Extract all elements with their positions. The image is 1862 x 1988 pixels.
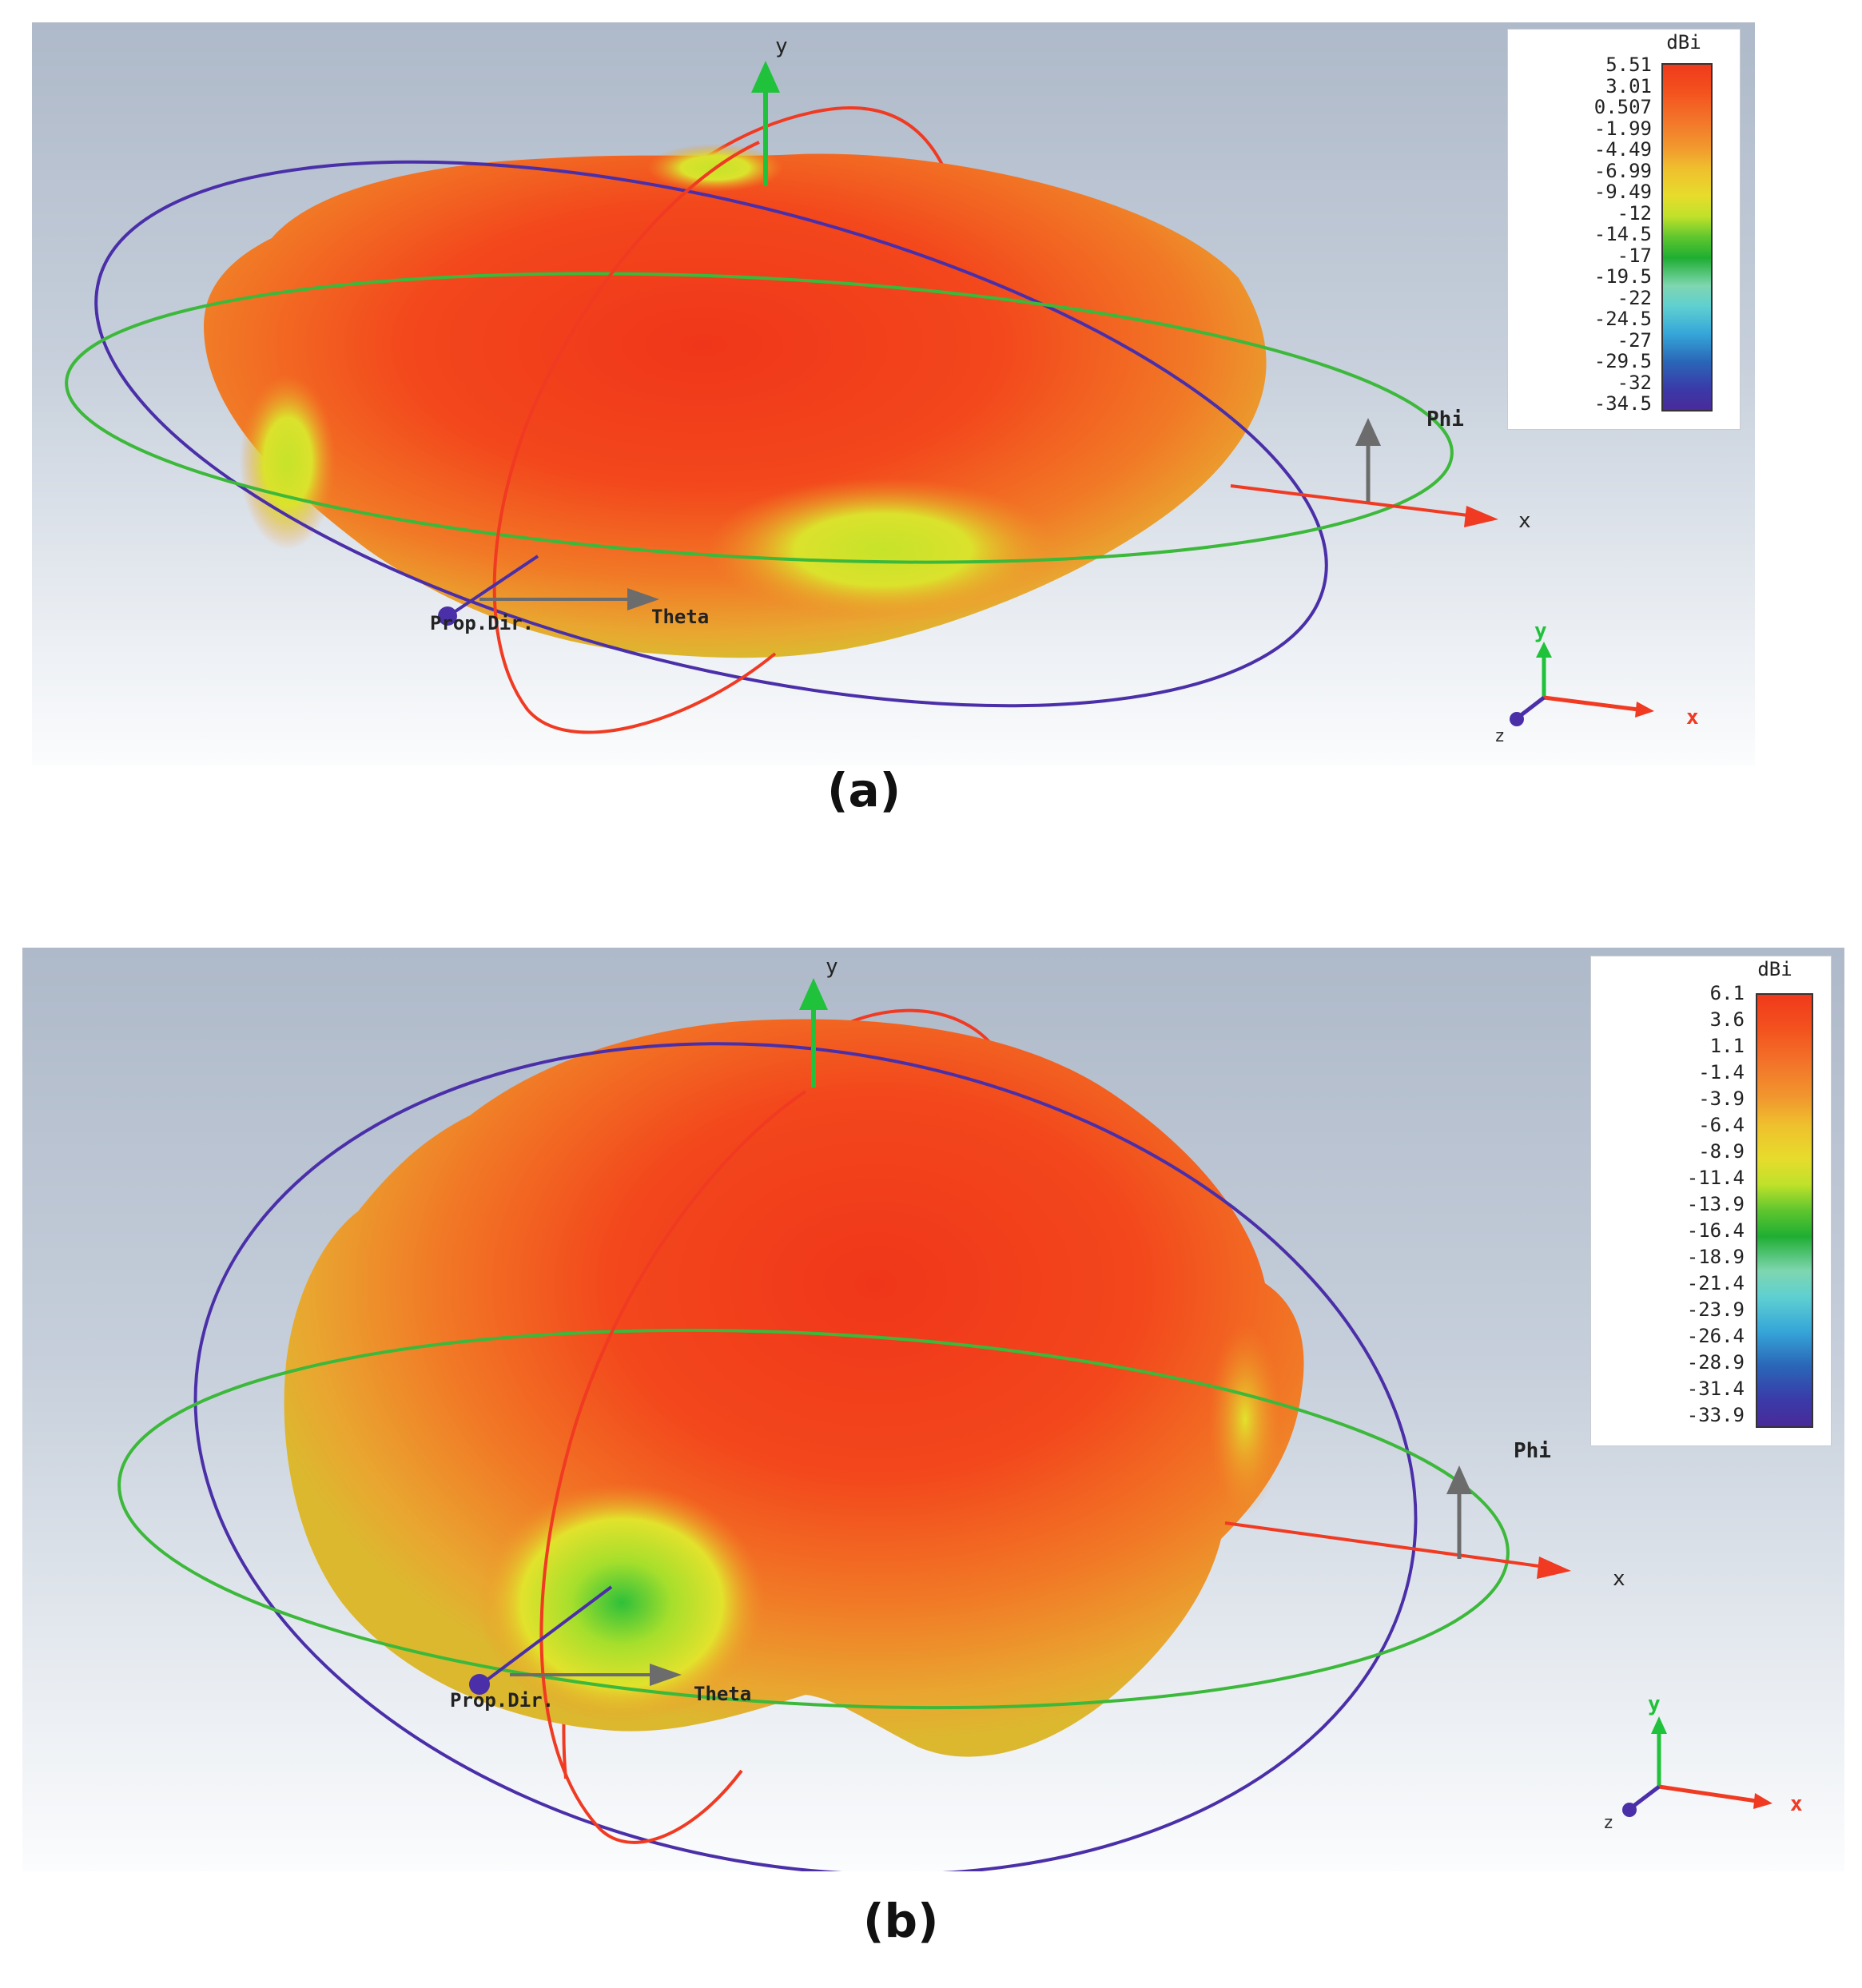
legend-tick-label: -31.4 <box>1686 1378 1745 1400</box>
low-gain-region <box>1209 1323 1281 1515</box>
x-axis-arrowhead <box>1464 506 1498 527</box>
legend-tick-label: -3.9 <box>1698 1087 1745 1110</box>
legend-tick-label: 0.507 <box>1593 96 1652 118</box>
ring-blue <box>94 160 1328 708</box>
y-axis-arrowhead <box>751 61 780 93</box>
prop-dir-marker <box>469 1674 490 1695</box>
legend-tick-label: -33.9 <box>1686 1404 1745 1426</box>
legend-tick-label: -21.4 <box>1686 1272 1745 1294</box>
legend-tick-label: -13.9 <box>1686 1193 1745 1215</box>
theta-arrowhead <box>650 1664 682 1686</box>
triad-y-label: y <box>1534 619 1547 643</box>
triad-z-label: z <box>1494 726 1505 746</box>
legend-tick-label: -34.5 <box>1593 392 1652 415</box>
y-axis-label: y <box>775 34 788 58</box>
x-axis-arrow <box>1230 484 1475 518</box>
pattern-panel-a: y x Phi Prop.Dir. Theta y x z dBi 5.51 3 <box>32 22 1755 765</box>
legend-tick-label: -1.4 <box>1698 1061 1745 1083</box>
legend-tick-label: 6.1 <box>1709 982 1745 1004</box>
legend-tick-label: -6.4 <box>1698 1114 1745 1136</box>
legend-tick-label: 3.01 <box>1605 74 1652 97</box>
legend-tick-label: -12 <box>1617 201 1652 225</box>
legend-tick-label: -18.9 <box>1686 1246 1745 1268</box>
color-legend-a: dBi 5.51 3.01 0.507 -1.99 -4.49 -6.99 -9.49 -12… <box>1507 29 1741 430</box>
prop-dir-line <box>444 555 539 619</box>
legend-tick-label: -26.4 <box>1686 1325 1745 1347</box>
color-legend-b: dBi 6.1 3.6 1.1 -1.4 -3.9 -6.4 -8.9 -11.4 -13.9 -… <box>1590 956 1832 1446</box>
phi-label: Phi <box>1514 1439 1551 1463</box>
phi-arrowhead <box>1446 1465 1472 1494</box>
legend-unit: dBi <box>1666 31 1701 54</box>
legend-tick-label: -19.5 <box>1593 265 1652 288</box>
legend-tick-label: -14.5 <box>1593 223 1652 245</box>
y-axis-label: y <box>826 955 838 979</box>
ring-green <box>65 272 1454 564</box>
x-axis-label: x <box>1518 509 1531 533</box>
legend-color-bar <box>1661 63 1713 412</box>
legend-tick-label: -4.49 <box>1593 138 1652 161</box>
ring-red-front <box>492 141 777 734</box>
triad-x-label: x <box>1790 1792 1803 1816</box>
theta-label: Theta <box>651 606 709 628</box>
prop-dir-label: Prop.Dir. <box>450 1689 554 1712</box>
legend-tick-label: -28.9 <box>1686 1351 1745 1374</box>
prop-dir-marker <box>438 606 457 626</box>
pattern-plot-b: y x Phi Prop.Dir. Theta y x z <box>117 955 1803 1871</box>
triad-x-label: x <box>1686 706 1699 730</box>
legend-ticks: 5.51 3.01 0.507 -1.99 -4.49 -6.99 -9.49 -12 -14.… <box>1508 55 1652 419</box>
axis-triad: y x z <box>1494 619 1699 746</box>
legend-tick-label: -8.9 <box>1698 1140 1745 1163</box>
theta-label: Theta <box>694 1683 751 1705</box>
x-axis-label: x <box>1613 1567 1625 1591</box>
legend-tick-label: -32 <box>1617 371 1652 394</box>
legend-tick-label: -17 <box>1617 244 1652 267</box>
legend-tick-label: -6.99 <box>1593 159 1652 182</box>
legend-tick-label: -24.5 <box>1593 308 1652 330</box>
legend-tick-label: -22 <box>1617 286 1652 309</box>
legend-tick-label: -9.49 <box>1593 181 1652 203</box>
prop-dir-label: Prop.Dir. <box>430 612 534 634</box>
legend-tick-label: -29.5 <box>1593 350 1652 372</box>
triad-z-label: z <box>1603 1813 1613 1833</box>
low-gain-region <box>240 374 336 550</box>
phi-arrowhead <box>1355 418 1381 446</box>
ring-red-front <box>539 1090 807 1844</box>
legend-tick-label: -23.9 <box>1686 1298 1745 1321</box>
legend-ticks: 6.1 3.6 1.1 -1.4 -3.9 -6.4 -8.9 -11.4 -13.9 -16.4… <box>1591 984 1745 1437</box>
ring-blue <box>193 1042 1418 1871</box>
legend-tick-label: 1.1 <box>1709 1035 1745 1057</box>
legend-unit: dBi <box>1757 958 1792 980</box>
legend-tick-label: 5.51 <box>1605 54 1652 76</box>
x-axis-arrow <box>1224 1521 1546 1569</box>
axis-triad: y x z <box>1603 1692 1803 1833</box>
caption-b: (b) <box>863 1894 939 1948</box>
legend-color-bar <box>1756 993 1813 1428</box>
pattern-plot-a: y x Phi Prop.Dir. Theta y x z <box>65 34 1699 746</box>
legend-tick-label: -1.99 <box>1593 117 1652 140</box>
legend-tick-label: -16.4 <box>1686 1219 1745 1242</box>
ring-green <box>117 1328 1510 1710</box>
phi-label: Phi <box>1426 408 1464 431</box>
y-axis-arrowhead <box>799 978 828 1010</box>
low-gain-region <box>707 478 1059 622</box>
radiation-pattern-surface <box>284 1019 1304 1757</box>
legend-tick-label: -27 <box>1617 328 1652 352</box>
legend-tick-label: 3.6 <box>1709 1008 1745 1031</box>
prop-dir-line <box>476 1585 613 1688</box>
theta-arrowhead <box>627 588 659 610</box>
triad-y-label: y <box>1648 1692 1661 1716</box>
caption-a: (a) <box>827 763 901 817</box>
legend-tick-label: -11.4 <box>1686 1167 1745 1189</box>
pattern-panel-b: y x Phi Prop.Dir. Theta y x z dBi 6.1 3. <box>22 948 1844 1871</box>
x-axis-arrowhead <box>1537 1557 1571 1579</box>
